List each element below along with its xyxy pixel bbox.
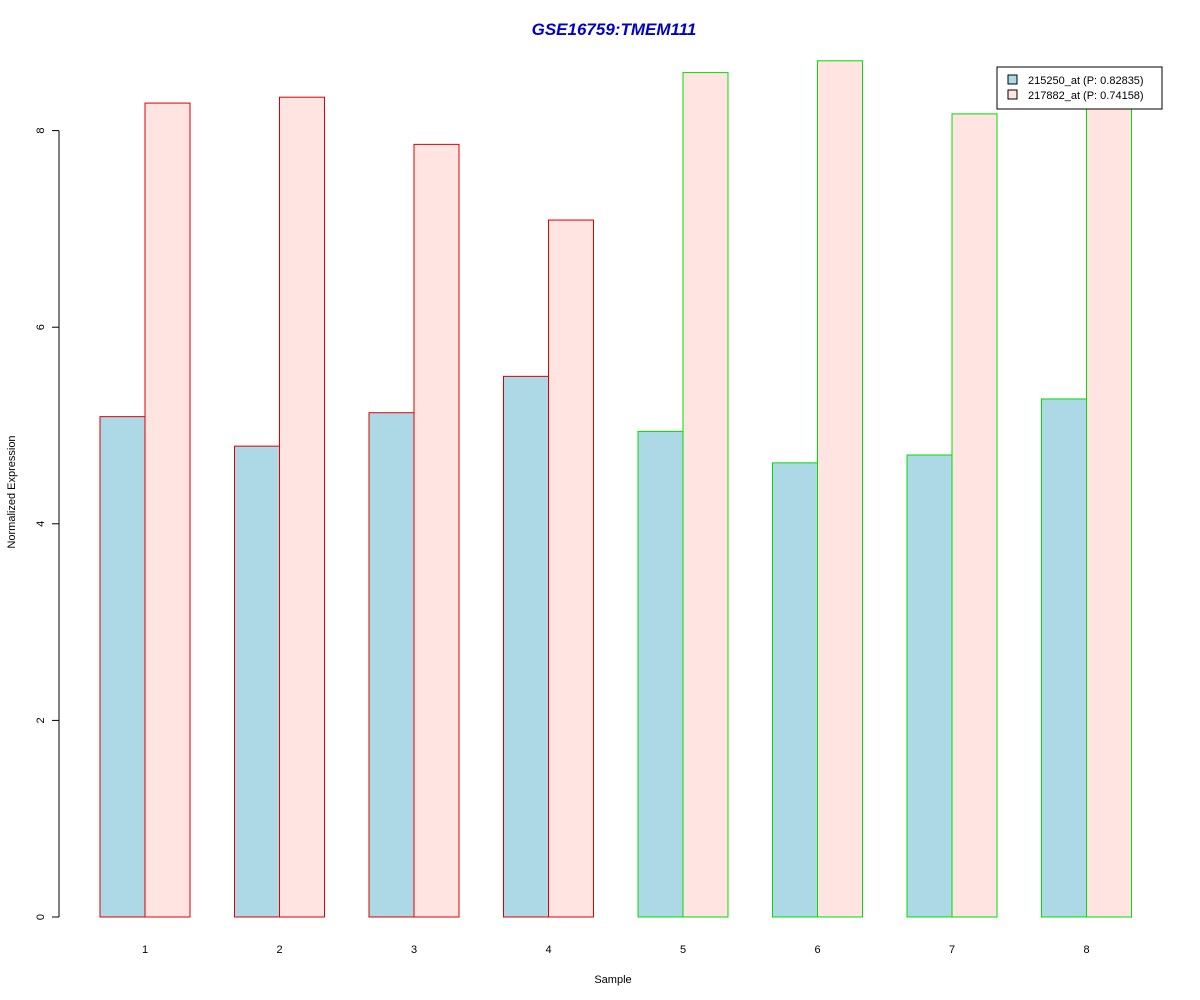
x-tick-label: 8	[1083, 944, 1089, 956]
bar-2-sample-6	[817, 60, 863, 918]
y-tick-label: 4	[35, 521, 47, 527]
bar-1-sample-1	[99, 416, 146, 918]
x-tick-label: 6	[814, 944, 820, 956]
bar-1-sample-7	[906, 454, 953, 918]
x-tick-label: 1	[142, 944, 148, 956]
legend-swatch	[1007, 74, 1018, 85]
bar-1-sample-8	[1041, 398, 1087, 918]
bar-2-sample-8	[1086, 106, 1132, 918]
x-tick-label: 3	[411, 944, 417, 956]
y-tick-label: 6	[35, 324, 47, 330]
y-tick-label: 2	[35, 717, 47, 723]
y-axis-label: Normalized Expression	[6, 435, 18, 548]
bar-2-sample-7	[951, 113, 998, 918]
x-tick-label: 5	[680, 944, 686, 956]
legend-label: 217882_at (P: 0.74158)	[1028, 90, 1144, 102]
legend-box	[996, 66, 1163, 110]
chart-title: GSE16759:TMEM111	[531, 20, 697, 39]
legend-swatch	[1007, 89, 1018, 100]
bar-2-sample-1	[144, 102, 191, 918]
bar-1-sample-4	[503, 375, 549, 918]
x-tick-label: 4	[545, 944, 551, 956]
x-tick-label: 2	[276, 944, 282, 956]
bar-2-sample-2	[279, 96, 325, 918]
bar-1-sample-6	[772, 462, 818, 918]
x-tick-label: 7	[949, 944, 955, 956]
bar-1-sample-2	[234, 445, 280, 918]
y-tick-label: 0	[35, 914, 47, 920]
bar-1-sample-3	[368, 412, 415, 918]
bar-2-sample-5	[682, 72, 729, 918]
bar-1-sample-5	[637, 430, 684, 918]
bars	[99, 60, 1132, 918]
x-axis-label: Sample	[594, 974, 631, 986]
legend-label: 215250_at (P: 0.82835)	[1028, 75, 1144, 87]
bar-2-sample-4	[548, 219, 594, 918]
legend: 215250_at (P: 0.82835) 217882_at (P: 0.74…	[996, 66, 1163, 110]
y-axis: 0 2 4 6 8	[35, 128, 60, 920]
bar-2-sample-3	[413, 143, 460, 918]
x-tick-labels: 1 2 3 4 5 6 7 8	[142, 944, 1090, 956]
y-tick-label: 8	[35, 128, 47, 134]
